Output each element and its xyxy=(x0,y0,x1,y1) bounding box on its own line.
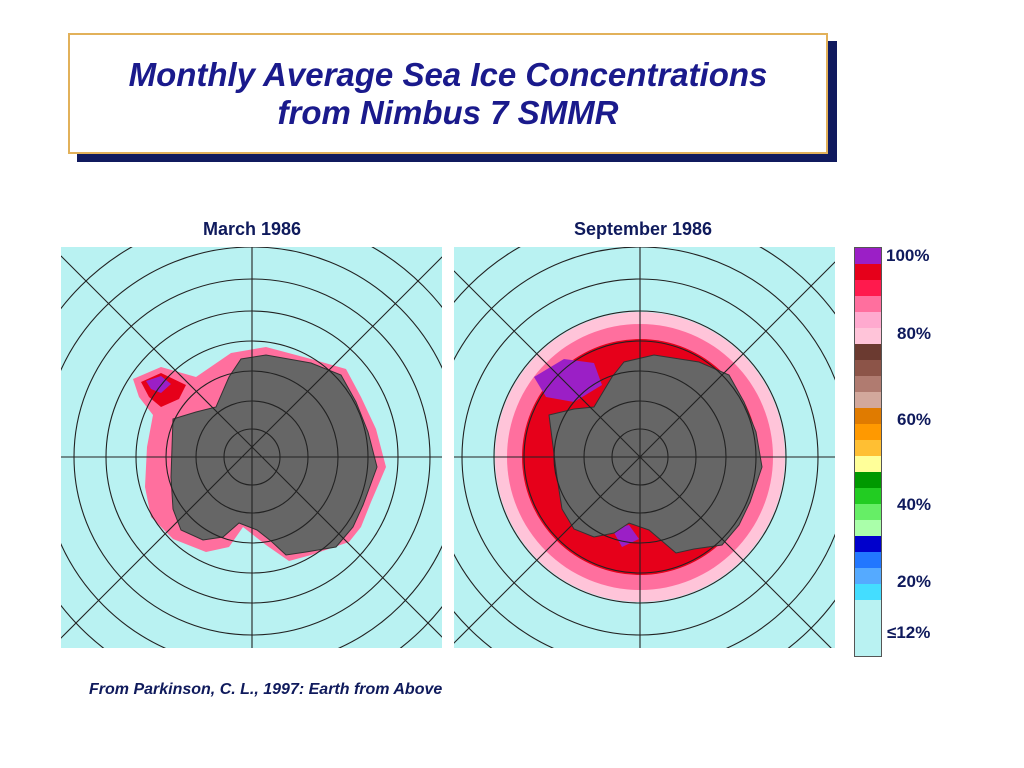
legend-swatch xyxy=(855,408,881,424)
sea-ice-max xyxy=(612,525,639,547)
legend-swatch xyxy=(855,456,881,472)
legend-label-60: 60% xyxy=(897,410,932,429)
legend-swatch xyxy=(855,296,881,312)
map-march xyxy=(61,247,442,648)
map-september xyxy=(454,247,835,648)
legend-swatch xyxy=(855,504,881,520)
map-label-march: March 1986 xyxy=(202,219,302,239)
legend-swatch xyxy=(855,376,881,392)
legend-label-12: ≤12% xyxy=(887,623,931,642)
legend-swatch xyxy=(855,328,881,344)
title-line-1: Monthly Average Sea Ice Concentrations xyxy=(128,55,768,93)
legend-swatch xyxy=(855,312,881,328)
legend-swatch xyxy=(855,600,881,656)
legend-swatch xyxy=(855,472,881,488)
color-legend xyxy=(854,247,882,657)
legend-swatch xyxy=(855,360,881,376)
legend-swatch xyxy=(855,248,881,264)
legend-swatch xyxy=(855,344,881,360)
legend-swatch xyxy=(855,424,881,440)
legend-swatch xyxy=(855,536,881,552)
source-credit: From Parkinson, C. L., 1997: Earth from … xyxy=(89,681,443,698)
map-label-september: September 1986 xyxy=(573,219,713,239)
title-line-2: from Nimbus 7 SMMR xyxy=(277,93,619,131)
legend-label-80: 80% xyxy=(897,324,932,343)
legend-swatch xyxy=(855,584,881,600)
legend-swatch xyxy=(855,264,881,280)
legend-label-40: 40% xyxy=(897,495,932,514)
graticule xyxy=(454,247,835,648)
title-box: Monthly Average Sea Ice Concentrations f… xyxy=(68,33,828,154)
legend-swatch xyxy=(855,440,881,456)
legend-label-100: 100% xyxy=(886,246,930,265)
legend-swatch xyxy=(855,552,881,568)
legend-swatch xyxy=(855,280,881,296)
graticule xyxy=(61,247,442,648)
legend-label-20: 20% xyxy=(897,572,932,591)
legend-swatch xyxy=(855,488,881,504)
legend-swatch xyxy=(855,520,881,536)
legend-swatch xyxy=(855,392,881,408)
legend-swatch xyxy=(855,568,881,584)
